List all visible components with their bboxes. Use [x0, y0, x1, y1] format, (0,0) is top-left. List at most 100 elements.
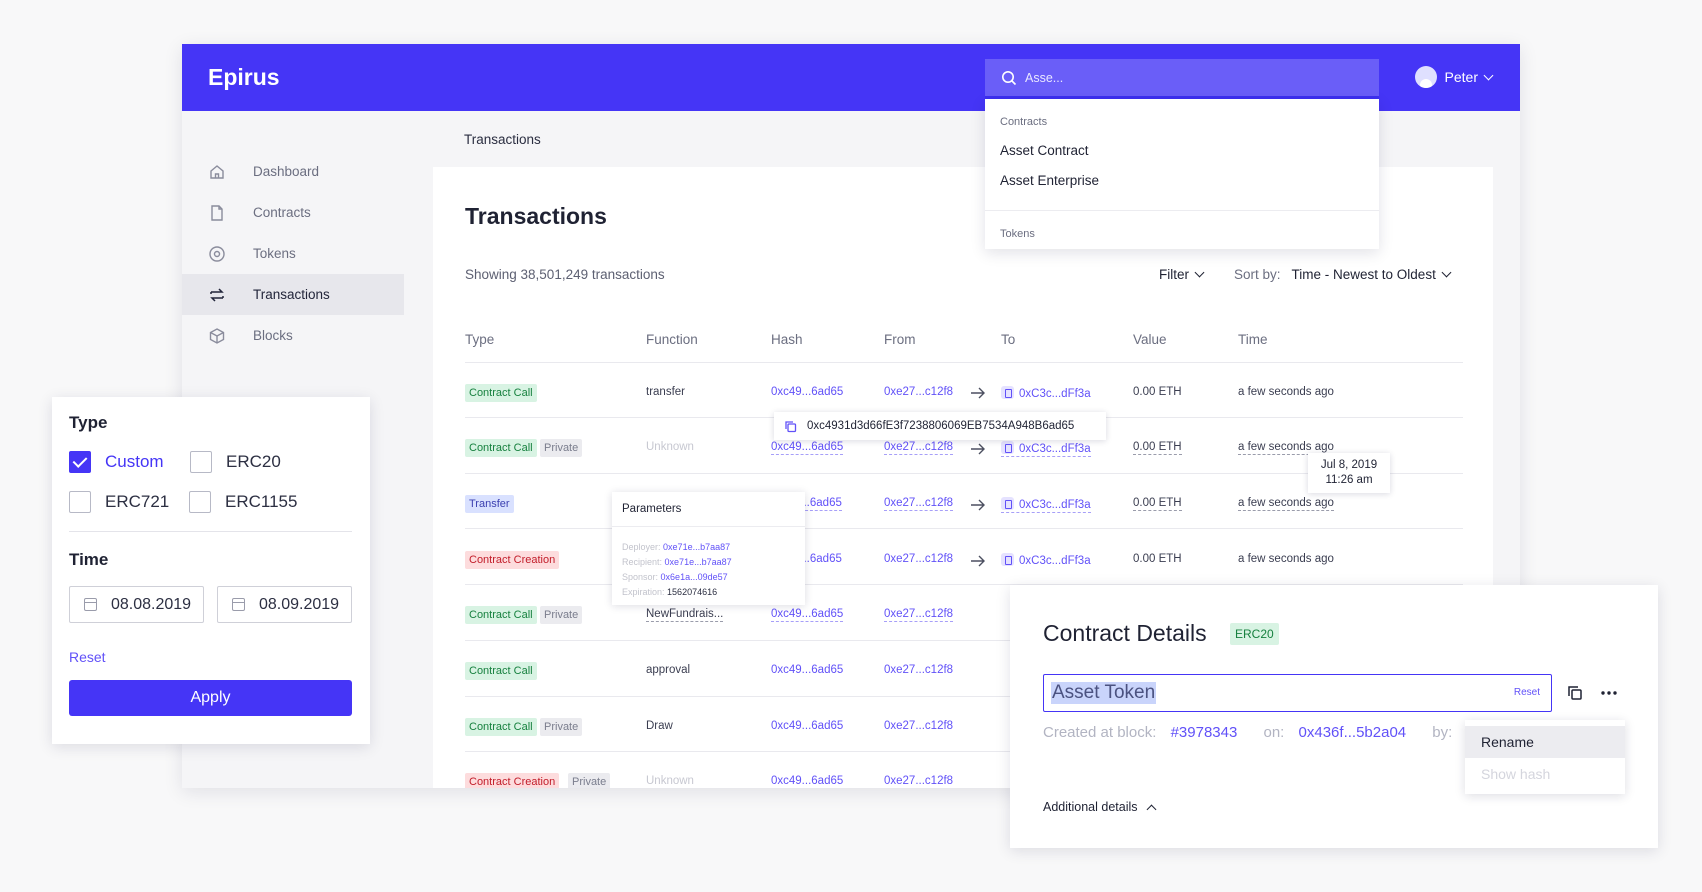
column-header-time[interactable]: Time: [1238, 332, 1268, 347]
hash-link[interactable]: 0xc49...6ad65: [771, 386, 844, 398]
chevron-down-icon: [1194, 267, 1205, 278]
arrow-right-icon: [971, 387, 985, 399]
token-icon: [209, 245, 225, 262]
search-group-label: Contracts: [1000, 116, 1048, 128]
on-label: on:: [1263, 724, 1285, 741]
to-address: 0xC3c...dFf3a: [1019, 443, 1091, 455]
filter-button[interactable]: Filter: [1159, 267, 1205, 282]
column-header-type[interactable]: Type: [465, 332, 495, 347]
more-icon[interactable]: [1601, 691, 1617, 695]
hash-link[interactable]: 0xc49...6ad65: [771, 664, 844, 676]
menu-item-show-hash[interactable]: Show hash: [1481, 766, 1551, 782]
chevron-down-icon: [1483, 70, 1494, 80]
copy-icon[interactable]: [1567, 685, 1583, 701]
type-badge: Contract Call: [465, 662, 537, 680]
sidebar-item-label: Dashboard: [253, 164, 320, 179]
hash-link[interactable]: 0xc49...6ad65: [771, 775, 844, 787]
column-header-from[interactable]: From: [884, 332, 916, 347]
from-link[interactable]: 0xe27...c12f8: [884, 386, 954, 398]
user-menu[interactable]: Peter: [1414, 66, 1494, 88]
sort-label: Sort by:: [1234, 267, 1281, 282]
search-query: Asse...: [1025, 70, 1064, 85]
calendar-icon: [232, 598, 245, 611]
transaction-count: Showing 38,501,249 transactions: [465, 267, 665, 282]
calendar-icon: [84, 598, 97, 611]
date-from-value: 08.08.2019: [111, 595, 192, 613]
private-badge: Private: [540, 606, 583, 624]
home-icon: [210, 164, 224, 179]
erc-badge: ERC20: [1230, 623, 1279, 645]
column-header-hash[interactable]: Hash: [771, 332, 803, 347]
checkbox-erc721[interactable]: [69, 491, 91, 513]
sidebar-item-contracts[interactable]: Contracts: [182, 192, 404, 233]
copy-icon[interactable]: [784, 420, 797, 433]
name-reset-link[interactable]: Reset: [1513, 687, 1540, 698]
contract-name-input[interactable]: Asset Token Reset: [1043, 674, 1552, 712]
app-logo[interactable]: Epirus: [208, 64, 280, 90]
function-cell: Unknown: [646, 775, 694, 787]
checkbox-custom[interactable]: [69, 451, 91, 473]
tx-link[interactable]: 0x436f...5b2a04: [1298, 724, 1407, 741]
hash-link[interactable]: 0xc49...6ad65: [771, 441, 844, 455]
arrow-right-icon: [971, 555, 985, 567]
column-header-value[interactable]: Value: [1133, 332, 1167, 347]
menu-item-rename[interactable]: Rename: [1465, 726, 1625, 758]
page-title: Transactions: [465, 203, 607, 229]
from-link[interactable]: 0xe27...c12f8: [884, 664, 954, 676]
time-cell[interactable]: a few seconds ago: [1238, 497, 1334, 511]
hash-tooltip: 0xc4931d3d66fE3f7238806069EB7534A948B6ad…: [774, 412, 1106, 440]
function-cell[interactable]: NewFundrais...: [646, 608, 724, 622]
to-address: 0xC3c...dFf3a: [1019, 499, 1091, 511]
to-link[interactable]: 0xC3c...dFf3a: [1001, 386, 1091, 400]
sidebar: Dashboard Contracts Tokens Transactions …: [182, 111, 404, 788]
column-header-function[interactable]: Function: [646, 332, 698, 347]
checkbox-label: ERC721: [105, 492, 170, 511]
search-result-item[interactable]: Asset Contract: [1000, 143, 1089, 158]
function-cell: approval: [646, 664, 691, 676]
sort-dropdown[interactable]: Sort by: Time - Newest to Oldest: [1234, 267, 1452, 282]
additional-details-toggle[interactable]: Additional details: [1043, 800, 1156, 814]
function-cell: Draw: [646, 720, 673, 732]
contract-details-card: Contract Details ERC20 Asset Token Reset…: [1010, 585, 1658, 848]
from-link[interactable]: 0xe27...c12f8: [884, 441, 954, 455]
apply-button[interactable]: Apply: [69, 680, 352, 716]
from-link[interactable]: 0xe27...c12f8: [884, 720, 954, 732]
contract-icon: [1001, 441, 1014, 454]
hash-link[interactable]: 0xc49...6ad65: [771, 608, 844, 622]
sidebar-item-dashboard[interactable]: Dashboard: [182, 151, 404, 192]
hash-link[interactable]: 0xc49...6ad65: [771, 720, 844, 732]
checkbox-erc20[interactable]: [190, 451, 212, 473]
reset-link[interactable]: Reset: [69, 649, 106, 665]
row-divider: [465, 696, 1463, 697]
search-result-item[interactable]: Asset Enterprise: [1000, 173, 1100, 188]
sidebar-item-blocks[interactable]: Blocks: [182, 315, 404, 356]
time-cell[interactable]: a few seconds ago: [1238, 441, 1334, 455]
arrow-right-icon: [971, 443, 985, 455]
from-link[interactable]: 0xe27...c12f8: [884, 608, 954, 622]
parameters-tooltip: Parameters Deployer: 0xe71e...b7aa87 Rec…: [612, 492, 805, 605]
to-link[interactable]: 0xC3c...dFf3a: [1001, 497, 1091, 513]
breadcrumb[interactable]: Transactions: [464, 132, 541, 147]
private-badge: Private: [540, 439, 583, 457]
sidebar-item-transactions[interactable]: Transactions: [182, 274, 404, 315]
block-link[interactable]: #3978343: [1170, 724, 1238, 741]
search-input[interactable]: Asse...: [985, 59, 1379, 99]
row-divider: [465, 528, 1463, 529]
time-tooltip: Jul 8, 2019 11:26 am: [1308, 453, 1390, 493]
date-to-input[interactable]: 08.09.2019: [217, 586, 352, 623]
sidebar-item-label: Tokens: [253, 246, 296, 261]
date-from-input[interactable]: 08.08.2019: [69, 586, 204, 623]
from-link[interactable]: 0xe27...c12f8: [884, 497, 954, 511]
contract-icon: [1001, 553, 1014, 566]
tooltip-time: 11:26 am: [1325, 474, 1373, 486]
sidebar-item-tokens[interactable]: Tokens: [182, 233, 404, 274]
checkbox-erc1155[interactable]: [189, 491, 211, 513]
to-link[interactable]: 0xC3c...dFf3a: [1001, 441, 1091, 457]
from-link[interactable]: 0xe27...c12f8: [884, 775, 954, 787]
to-link[interactable]: 0xC3c...dFf3a: [1001, 553, 1091, 567]
from-link[interactable]: 0xe27...c12f8: [884, 553, 954, 565]
header-divider: [465, 362, 1463, 363]
column-header-to[interactable]: To: [1001, 332, 1016, 347]
value-cell: 0.00 ETH: [1133, 386, 1182, 398]
value-cell: 0.00 ETH: [1133, 441, 1182, 455]
